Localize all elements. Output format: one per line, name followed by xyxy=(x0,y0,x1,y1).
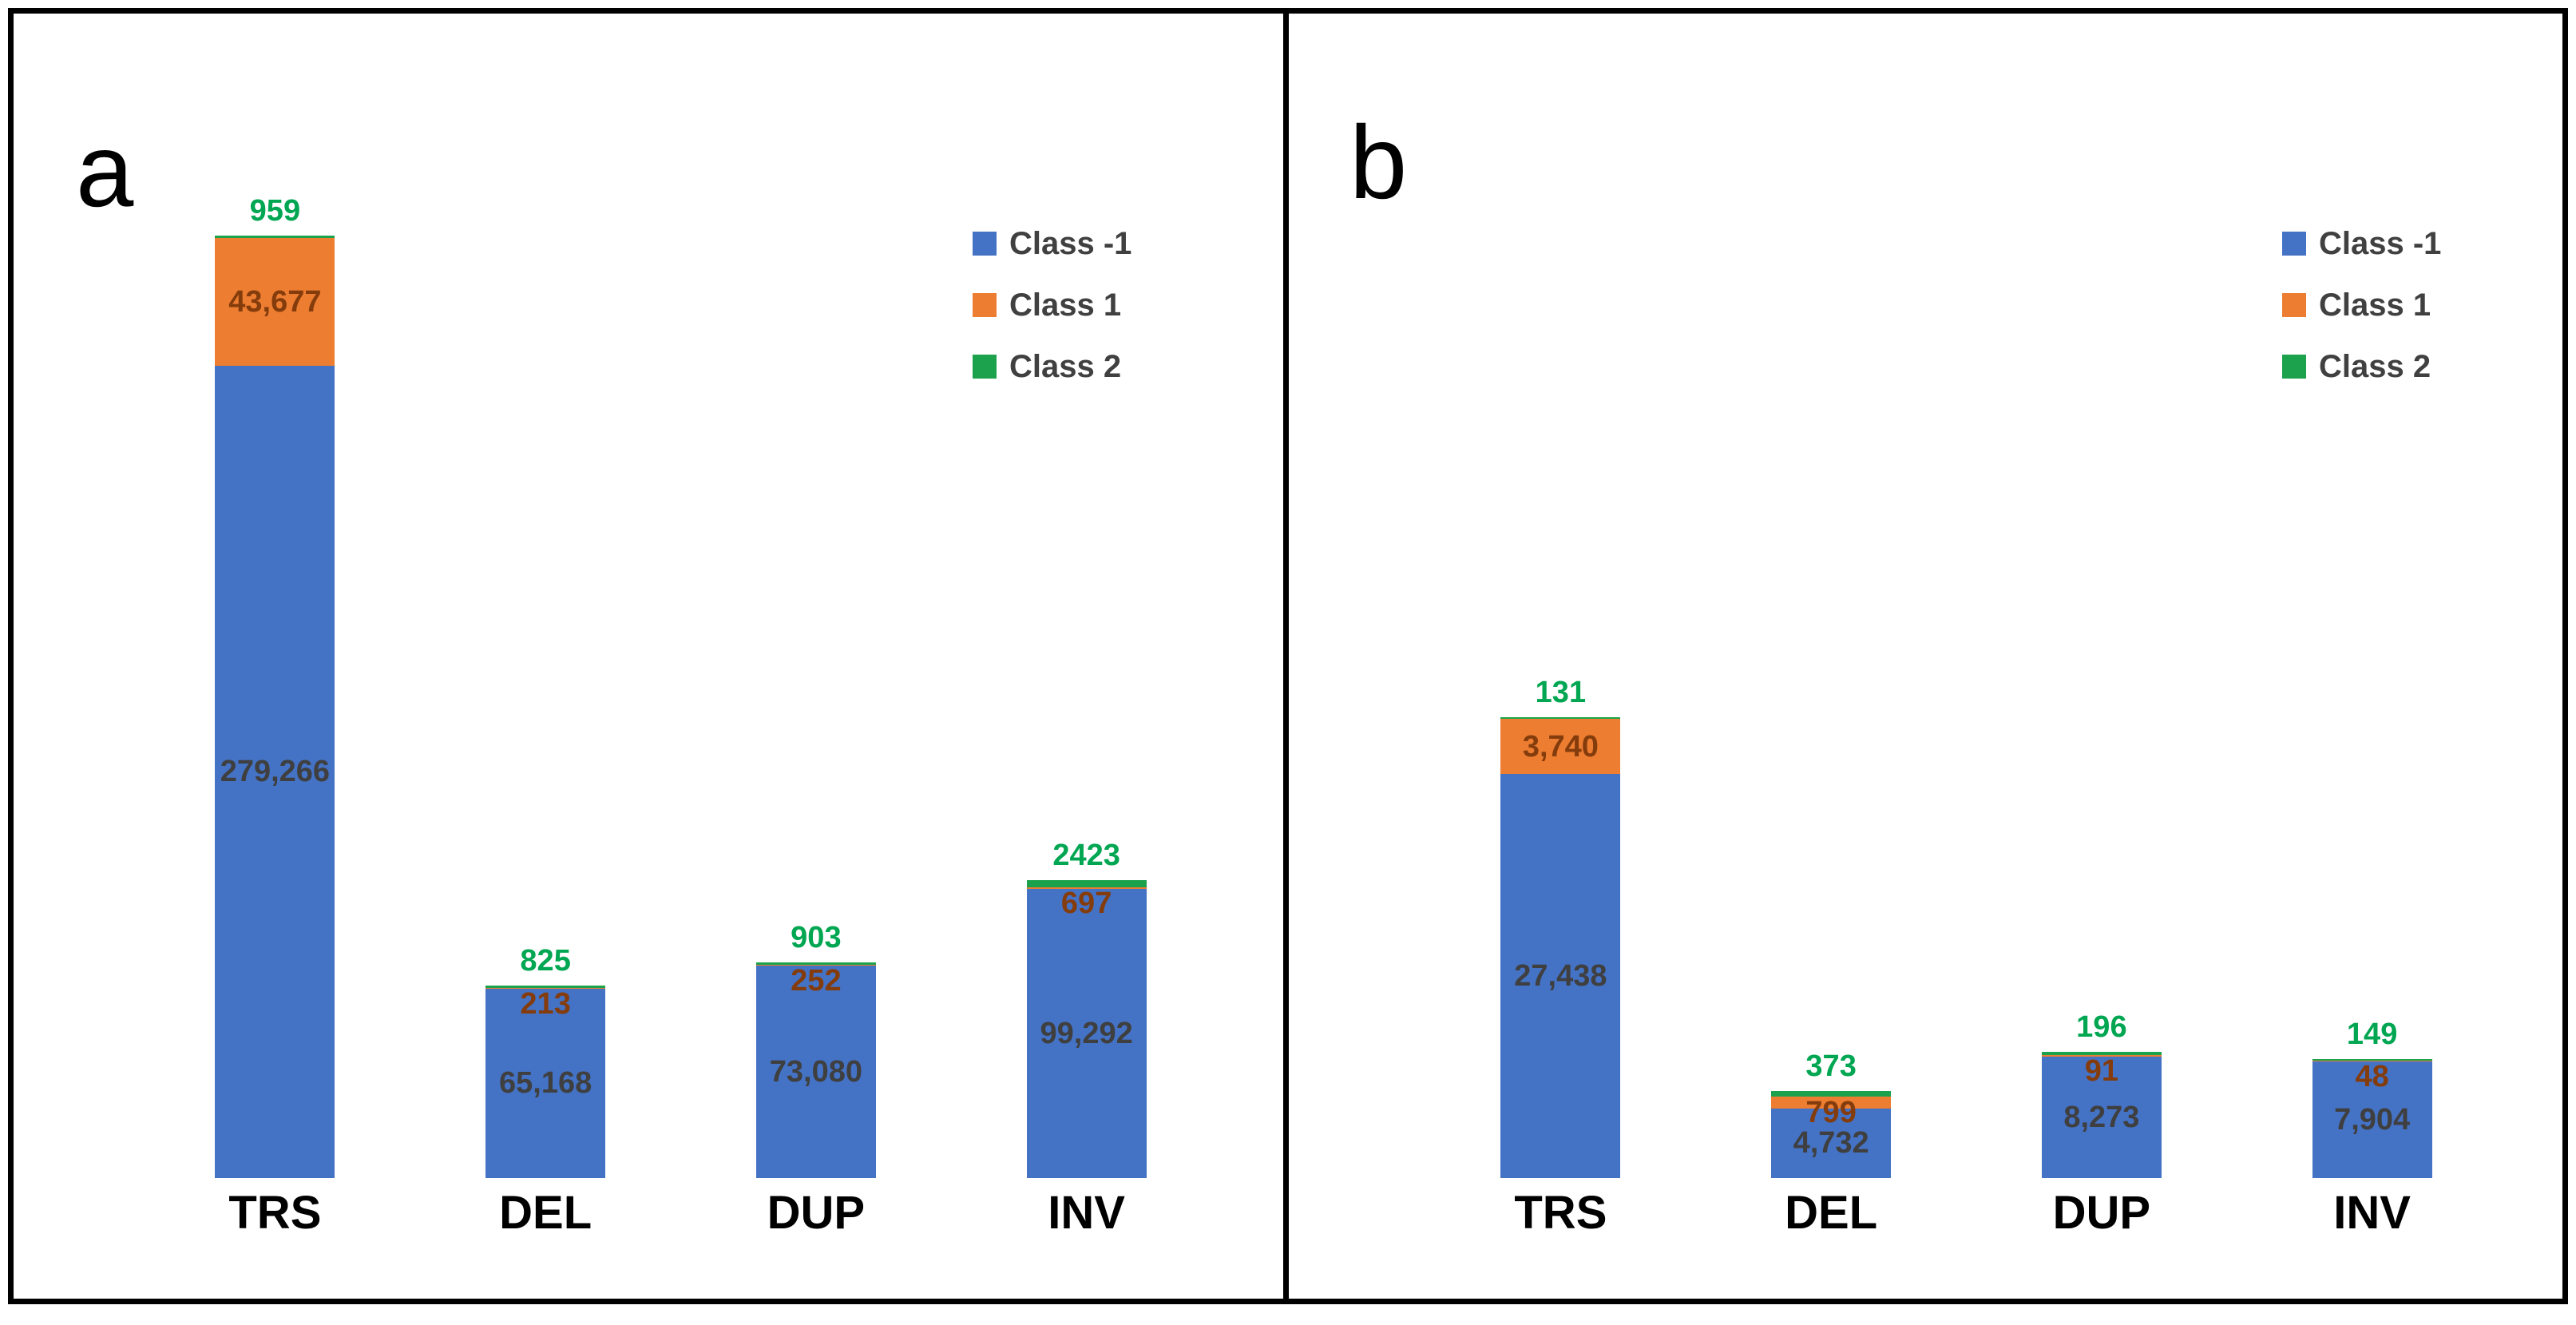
class-2-value-label: 373 xyxy=(1805,1049,1857,1084)
bar-segment-class-1 xyxy=(1026,887,1147,890)
category-label: INV xyxy=(2333,1187,2411,1239)
category-label: DUP xyxy=(767,1187,866,1239)
legend-swatch-class-1 xyxy=(2282,293,2306,317)
bar-segment-class-minus-1 xyxy=(2312,1061,2432,1178)
class-minus-1-value-label: 99,292 xyxy=(1040,1017,1133,1051)
bar-segment-class-2 xyxy=(755,962,876,965)
category-label: DUP xyxy=(2052,1187,2151,1239)
bar-segment-class-1 xyxy=(215,238,335,366)
panel-a-letter: a xyxy=(76,112,134,228)
bar-segment-class-minus-1 xyxy=(755,965,876,1178)
class-minus-1-value-label: 8,273 xyxy=(2063,1100,2140,1134)
legend-swatch-class-minus-1 xyxy=(2282,232,2306,256)
bar-segment-class-minus-1 xyxy=(1771,1108,1892,1178)
class-1-value-label: 799 xyxy=(1805,1096,1857,1130)
legend-label: Class 1 xyxy=(1009,288,1122,323)
class-minus-1-value-label: 4,732 xyxy=(1793,1126,1869,1160)
class-minus-1-value-label: 73,080 xyxy=(769,1054,862,1089)
bar-segment-class-2 xyxy=(2041,1052,2162,1055)
class-minus-1-value-label: 7,904 xyxy=(2334,1103,2411,1137)
legend-label: Class 2 xyxy=(2319,349,2431,384)
class-minus-1-value-label: 65,168 xyxy=(499,1066,592,1101)
class-1-value-label: 91 xyxy=(2084,1053,2119,1088)
class-2-value-label: 131 xyxy=(1535,676,1587,709)
class-1-value-label: 697 xyxy=(1060,886,1112,920)
class-1-value-label: 213 xyxy=(520,986,571,1021)
bar-segment-class-2 xyxy=(1500,717,1621,720)
class-2-value-label: 196 xyxy=(2076,1010,2127,1045)
bar-segment-class-minus-1 xyxy=(2041,1056,2162,1178)
class-2-value-label: 2423 xyxy=(1052,838,1120,872)
category-label: DEL xyxy=(499,1187,592,1239)
bar-segment-class-minus-1 xyxy=(485,988,606,1178)
legend-label: Class -1 xyxy=(1009,226,1132,261)
class-1-value-label: 252 xyxy=(791,963,842,998)
bar-segment-class-2 xyxy=(215,236,335,239)
bar-segment-class-1 xyxy=(755,964,876,966)
bar-segment-class-1 xyxy=(2041,1054,2162,1057)
panel-b-letter: b xyxy=(1349,104,1408,220)
legend-swatch-class-2 xyxy=(2282,355,2306,379)
class-2-value-label: 903 xyxy=(791,920,842,954)
class-minus-1-value-label: 27,438 xyxy=(1514,959,1607,994)
legend-label: Class -1 xyxy=(2319,226,2442,261)
legend-swatch-class-minus-1 xyxy=(973,232,997,256)
class-2-value-label: 959 xyxy=(249,194,301,228)
bar-segment-class-minus-1 xyxy=(1500,774,1621,1178)
class-minus-1-value-label: 279,266 xyxy=(220,755,331,789)
class-1-value-label: 3,740 xyxy=(1522,729,1599,764)
class-2-value-label: 149 xyxy=(2346,1017,2398,1051)
bar-segment-class-minus-1 xyxy=(1026,889,1147,1178)
panel-divider xyxy=(1283,8,1289,1304)
bar-segment-class-2 xyxy=(1026,879,1147,887)
category-label: TRS xyxy=(1514,1187,1607,1239)
category-label: INV xyxy=(1048,1187,1125,1239)
bar-segment-class-1 xyxy=(485,987,606,989)
category-label: TRS xyxy=(228,1187,322,1239)
bar-segment-class-1 xyxy=(1500,719,1621,775)
legend-label: Class 2 xyxy=(1009,349,1122,384)
category-label: DEL xyxy=(1785,1187,1878,1239)
bar-segment-class-2 xyxy=(2312,1058,2432,1061)
class-1-value-label: 43,677 xyxy=(228,285,322,319)
legend-swatch-class-1 xyxy=(973,293,997,317)
legend-label: Class 1 xyxy=(2319,288,2431,323)
class-2-value-label: 825 xyxy=(520,943,571,978)
bar-segment-class-minus-1 xyxy=(215,365,335,1178)
bar-segment-class-2 xyxy=(1771,1091,1892,1097)
bar-segment-class-2 xyxy=(485,985,606,988)
class-1-value-label: 48 xyxy=(2355,1060,2389,1094)
legend-swatch-class-2 xyxy=(973,355,997,379)
bar-segment-class-1 xyxy=(1771,1097,1892,1109)
